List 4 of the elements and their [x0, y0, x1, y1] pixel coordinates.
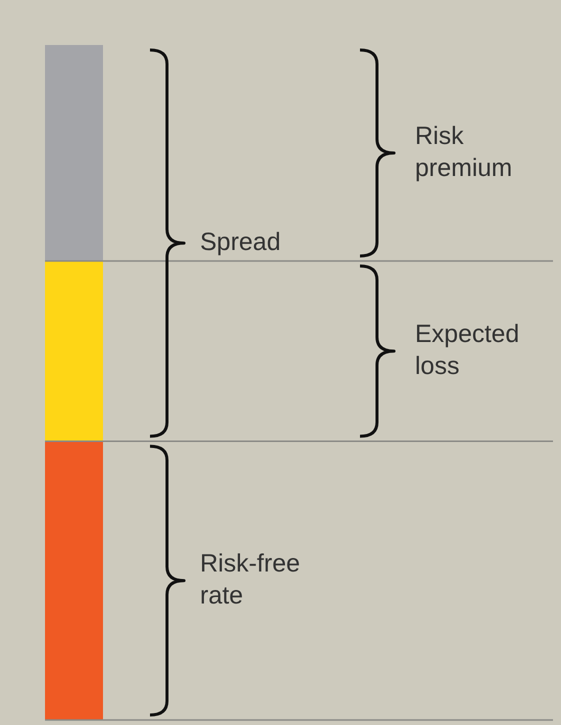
- text: Expected loss: [415, 320, 520, 380]
- text: Risk-free rate: [200, 549, 300, 610]
- text: Spread: [200, 228, 281, 256]
- text: Risk premium: [415, 122, 512, 182]
